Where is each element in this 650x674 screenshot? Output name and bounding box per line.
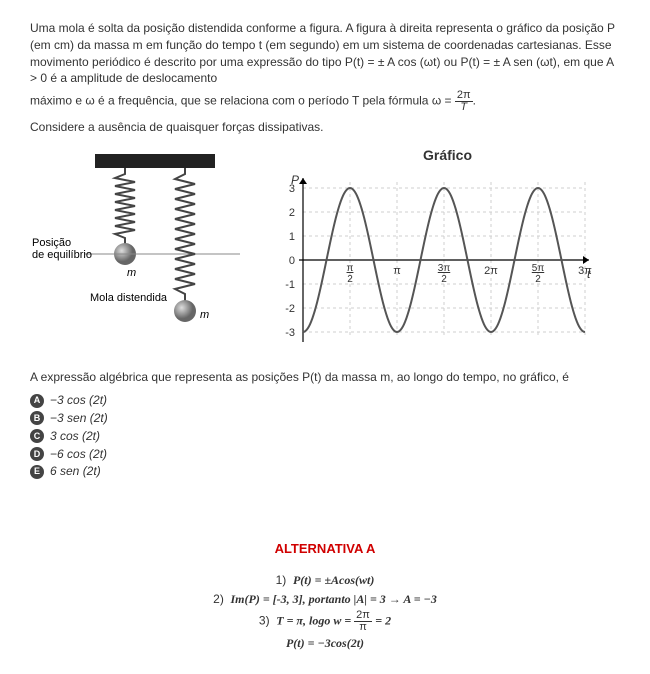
problem-statement: Uma mola é solta da posição distendida c…	[30, 20, 620, 136]
svg-text:2: 2	[289, 207, 295, 219]
choice-a: A−3 cos (2t)	[30, 392, 620, 409]
svg-text:2: 2	[535, 274, 541, 285]
svg-text:-1: -1	[285, 279, 295, 291]
svg-text:2π: 2π	[484, 265, 498, 277]
formula-fraction: 2ππ	[354, 610, 372, 633]
problem-line-2: máximo e ω é a frequência, que se relaci…	[30, 90, 620, 113]
formula-fraction: 2πT	[455, 90, 473, 113]
equilibrium-label-line1: Posição	[32, 237, 71, 249]
answer-title: ALTERNATIVA A	[30, 540, 620, 558]
choice-badge: D	[30, 447, 44, 461]
svg-text:0: 0	[289, 255, 295, 267]
choice-badge: C	[30, 429, 44, 443]
answer-block: ALTERNATIVA A 1) P(t) = ±Acos(wt) 2) Im(…	[30, 540, 620, 652]
svg-text:π: π	[393, 265, 401, 277]
svg-text:3π: 3π	[438, 263, 451, 274]
svg-text:-3: -3	[285, 327, 295, 339]
svg-text:2: 2	[347, 274, 353, 285]
svg-text:1: 1	[289, 231, 295, 243]
chart-panel: Gráfico -3-2-10123π2π3π22π5π23πPt	[275, 146, 620, 354]
svg-text:m: m	[127, 267, 136, 279]
figure-row: Posição de equilíbrio Mola distendida m …	[30, 146, 620, 354]
choice-e: E6 sen (2t)	[30, 463, 620, 480]
chart-title: Gráfico	[275, 146, 620, 166]
question-text: A expressão algébrica que representa as …	[30, 369, 620, 386]
choice-badge: B	[30, 411, 44, 425]
distended-label: Mola distendida	[90, 292, 168, 304]
svg-text:m: m	[200, 309, 209, 321]
position-chart: -3-2-10123π2π3π22π5π23πPt	[275, 170, 595, 350]
svg-text:-2: -2	[285, 303, 295, 315]
problem-line-1: Uma mola é solta da posição distendida c…	[30, 20, 620, 87]
answer-final: P(t) = −3cos(2t)	[286, 636, 364, 650]
svg-text:2: 2	[441, 274, 447, 285]
choice-b: B−3 sen (2t)	[30, 410, 620, 427]
choice-badge: E	[30, 465, 44, 479]
choices-list: A−3 cos (2t) B−3 sen (2t) C3 cos (2t) D−…	[30, 392, 620, 480]
spring-diagram: Posição de equilíbrio Mola distendida m …	[30, 146, 260, 346]
problem-line-3: Considere a ausência de quaisquer forças…	[30, 119, 620, 136]
svg-text:5π: 5π	[532, 263, 545, 274]
svg-text:π: π	[347, 263, 354, 274]
svg-text:P: P	[291, 173, 299, 187]
choice-d: D−6 cos (2t)	[30, 446, 620, 463]
choice-c: C3 cos (2t)	[30, 428, 620, 445]
choice-badge: A	[30, 394, 44, 408]
answer-steps: 1) P(t) = ±Acos(wt) 2) Im(P) = [-3, 3], …	[30, 572, 620, 651]
equilibrium-label-line2: de equilíbrio	[32, 249, 92, 261]
